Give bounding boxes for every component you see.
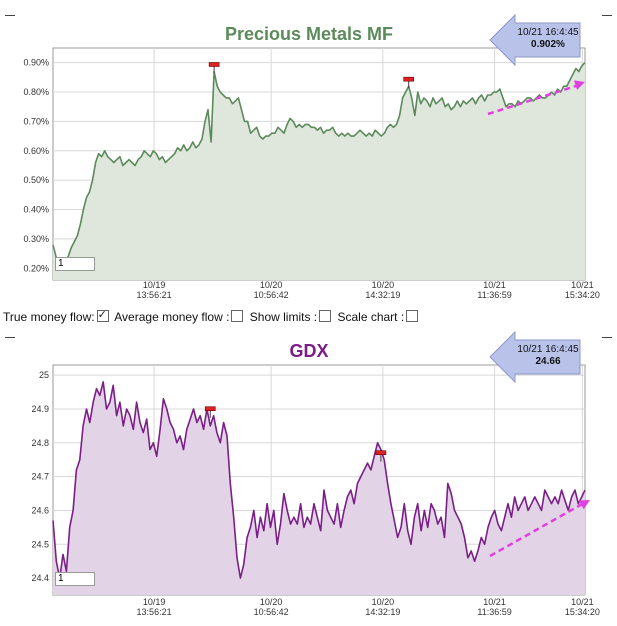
- true-money-flow-checkbox[interactable]: [96, 308, 109, 322]
- y-tick-label: 24.5: [31, 539, 49, 549]
- x-tick-time: 11:36:59: [477, 290, 511, 300]
- x-tick-date: 10/19: [143, 597, 166, 607]
- y-tick-label: 0.50%: [23, 175, 49, 185]
- marker-flag: [208, 62, 220, 67]
- badge-date: 10/21 16:4:45: [517, 344, 579, 355]
- y-tick-label: 0.20%: [23, 263, 49, 273]
- badge-value: 24.66: [535, 356, 560, 367]
- x-tick-time: 14:32:19: [365, 290, 400, 300]
- y-tick-label: 24.4: [31, 573, 49, 583]
- y-tick-label: 0.90%: [23, 58, 49, 68]
- x-tick-time: 10:56:42: [254, 607, 289, 617]
- average-money-flow-checkbox[interactable]: [231, 310, 244, 322]
- top-right-dash: [602, 15, 612, 16]
- y-tick-label: 24.9: [31, 404, 49, 414]
- average-money-flow-label: Average money flow :: [114, 310, 230, 324]
- x-tick-date: 10/21: [483, 597, 506, 607]
- x-tick-date: 10/21: [571, 280, 594, 290]
- y-tick-label: 24.6: [31, 505, 49, 515]
- x-tick-time: 15:34:20: [565, 290, 600, 300]
- show-limits-label: Show limits :: [249, 310, 318, 324]
- badge-arrow-shape: [489, 330, 581, 384]
- chart-title: GDX: [289, 341, 328, 361]
- top-left-dash: [5, 15, 15, 16]
- y-tick-label: 24.7: [31, 472, 49, 482]
- x-tick-time: 14:32:19: [365, 607, 400, 617]
- marker-flag: [403, 76, 414, 82]
- chart-1: 0.20% 0.30% 0.40% 0.50% 0.60% 0.70% 0.80% 0.90%…: [23, 13, 600, 300]
- x-tick-date: 10/20: [372, 597, 395, 607]
- x-tick-time: 15:34:20: [565, 607, 600, 617]
- series-line: [52, 381, 586, 579]
- y-tick-label: 0.30%: [23, 234, 49, 244]
- y-tick-label: 24.8: [31, 438, 49, 448]
- y-tick-label: 0.40%: [23, 205, 49, 215]
- true-money-flow-label: True money flow:: [3, 310, 95, 324]
- chart1-period-input[interactable]: 1: [55, 257, 95, 271]
- trend-line: [487, 83, 580, 116]
- series-line: [52, 62, 586, 267]
- badge-arrow-shape: [489, 13, 581, 67]
- y-tick-label: 0.70%: [23, 116, 49, 126]
- value-badge: 10/21 16:4:450.902%: [489, 13, 581, 67]
- mid-left-dash: [5, 337, 15, 338]
- trend-line: [489, 501, 585, 558]
- x-tick-time: 10:56:42: [254, 290, 289, 300]
- x-tick-date: 10/20: [372, 280, 395, 290]
- mid-right-dash: [602, 337, 612, 338]
- badge-value: 0.902%: [531, 39, 565, 50]
- trend-arrowhead: [573, 80, 585, 90]
- scale-chart-label: Scale chart :: [337, 310, 405, 324]
- trend-arrowhead: [578, 500, 590, 510]
- y-tick-label: 0.60%: [23, 146, 49, 156]
- scale-chart-checkbox[interactable]: [406, 310, 419, 322]
- y-tick-label: 25: [39, 370, 49, 380]
- marker-flag: [204, 406, 216, 412]
- x-tick-date: 10/21: [571, 597, 594, 607]
- show-limits-checkbox[interactable]: [319, 310, 332, 322]
- x-tick-time: 11:36:59: [477, 607, 511, 617]
- x-tick-date: 10/20: [260, 280, 283, 290]
- x-tick-date: 10/19: [143, 280, 166, 290]
- x-tick-time: 13:56:21: [137, 290, 172, 300]
- badge-date: 10/21 16:4:45: [517, 27, 579, 38]
- chart-title: Precious Metals MF: [225, 24, 393, 44]
- marker-flag: [375, 450, 387, 456]
- x-tick-date: 10/21: [483, 280, 506, 290]
- x-tick-time: 13:56:21: [137, 607, 172, 617]
- chart-controls: True money flow: Average money flow : Sh…: [3, 308, 421, 324]
- x-tick-date: 10/20: [260, 597, 283, 607]
- series-area: [53, 62, 585, 281]
- y-tick-label: 0.80%: [23, 87, 49, 97]
- chart2-period-input[interactable]: 1: [55, 572, 95, 586]
